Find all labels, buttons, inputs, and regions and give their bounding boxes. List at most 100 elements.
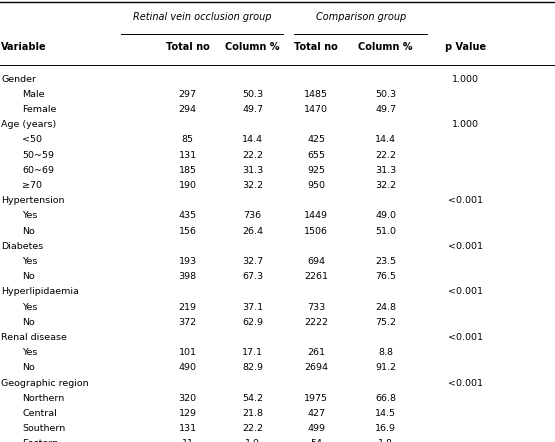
Text: Column %: Column %	[359, 42, 413, 52]
Text: 31.3: 31.3	[375, 166, 396, 175]
Text: 950: 950	[307, 181, 325, 190]
Text: 22.2: 22.2	[242, 424, 263, 433]
Text: <0.001: <0.001	[447, 287, 483, 296]
Text: 435: 435	[179, 211, 196, 220]
Text: Total no: Total no	[295, 42, 338, 52]
Text: 17.1: 17.1	[242, 348, 263, 357]
Text: 129: 129	[179, 409, 196, 418]
Text: 294: 294	[179, 105, 196, 114]
Text: 32.2: 32.2	[375, 181, 396, 190]
Text: 1.000: 1.000	[452, 120, 478, 129]
Text: 51.0: 51.0	[375, 226, 396, 236]
Text: Southern: Southern	[22, 424, 65, 433]
Text: 8.8: 8.8	[378, 348, 393, 357]
Text: Diabetes: Diabetes	[1, 242, 43, 251]
Text: Gender: Gender	[1, 75, 36, 84]
Text: 320: 320	[179, 394, 196, 403]
Text: No: No	[22, 272, 35, 281]
Text: 655: 655	[307, 150, 325, 160]
Text: <0.001: <0.001	[447, 378, 483, 388]
Text: 32.2: 32.2	[242, 181, 263, 190]
Text: No: No	[22, 363, 35, 372]
Text: Northern: Northern	[22, 394, 64, 403]
Text: 1485: 1485	[304, 90, 329, 99]
Text: Yes: Yes	[22, 302, 38, 312]
Text: Hypertension: Hypertension	[1, 196, 64, 205]
Text: ≥70: ≥70	[22, 181, 42, 190]
Text: 21.8: 21.8	[242, 409, 263, 418]
Text: 185: 185	[179, 166, 196, 175]
Text: 24.8: 24.8	[375, 302, 396, 312]
Text: 1975: 1975	[304, 394, 329, 403]
Text: 54: 54	[310, 439, 322, 442]
Text: 398: 398	[179, 272, 196, 281]
Text: 37.1: 37.1	[242, 302, 263, 312]
Text: 14.4: 14.4	[375, 135, 396, 144]
Text: <50: <50	[22, 135, 42, 144]
Text: Yes: Yes	[22, 211, 38, 220]
Text: 427: 427	[307, 409, 325, 418]
Text: Variable: Variable	[1, 42, 47, 52]
Text: 14.4: 14.4	[242, 135, 263, 144]
Text: Eastern: Eastern	[22, 439, 58, 442]
Text: 156: 156	[179, 226, 196, 236]
Text: 1.9: 1.9	[245, 439, 260, 442]
Text: 372: 372	[179, 318, 196, 327]
Text: 49.0: 49.0	[375, 211, 396, 220]
Text: Hyperlipidaemia: Hyperlipidaemia	[1, 287, 79, 296]
Text: 60~69: 60~69	[22, 166, 54, 175]
Text: 219: 219	[179, 302, 196, 312]
Text: 32.7: 32.7	[242, 257, 263, 266]
Text: Age (years): Age (years)	[1, 120, 57, 129]
Text: 14.5: 14.5	[375, 409, 396, 418]
Text: 66.8: 66.8	[375, 394, 396, 403]
Text: 49.7: 49.7	[242, 105, 263, 114]
Text: 131: 131	[179, 424, 196, 433]
Text: 23.5: 23.5	[375, 257, 396, 266]
Text: 62.9: 62.9	[242, 318, 263, 327]
Text: 50~59: 50~59	[22, 150, 54, 160]
Text: Column %: Column %	[225, 42, 280, 52]
Text: Female: Female	[22, 105, 57, 114]
Text: Yes: Yes	[22, 348, 38, 357]
Text: Retinal vein occlusion group: Retinal vein occlusion group	[133, 12, 271, 22]
Text: 190: 190	[179, 181, 196, 190]
Text: 490: 490	[179, 363, 196, 372]
Text: 733: 733	[307, 302, 325, 312]
Text: 425: 425	[307, 135, 325, 144]
Text: 50.3: 50.3	[242, 90, 263, 99]
Text: p Value: p Value	[445, 42, 486, 52]
Text: 297: 297	[179, 90, 196, 99]
Text: 67.3: 67.3	[242, 272, 263, 281]
Text: 22.2: 22.2	[242, 150, 263, 160]
Text: 22.2: 22.2	[375, 150, 396, 160]
Text: Renal disease: Renal disease	[1, 333, 67, 342]
Text: 131: 131	[179, 150, 196, 160]
Text: 75.2: 75.2	[375, 318, 396, 327]
Text: 49.7: 49.7	[375, 105, 396, 114]
Text: 736: 736	[244, 211, 261, 220]
Text: 694: 694	[307, 257, 325, 266]
Text: <0.001: <0.001	[447, 242, 483, 251]
Text: 499: 499	[307, 424, 325, 433]
Text: No: No	[22, 318, 35, 327]
Text: No: No	[22, 226, 35, 236]
Text: 101: 101	[179, 348, 196, 357]
Text: 193: 193	[179, 257, 196, 266]
Text: 1506: 1506	[304, 226, 329, 236]
Text: Male: Male	[22, 90, 45, 99]
Text: 82.9: 82.9	[242, 363, 263, 372]
Text: Yes: Yes	[22, 257, 38, 266]
Text: 1449: 1449	[304, 211, 329, 220]
Text: 2694: 2694	[304, 363, 329, 372]
Text: Total no: Total no	[166, 42, 209, 52]
Text: 2261: 2261	[304, 272, 329, 281]
Text: <0.001: <0.001	[447, 333, 483, 342]
Text: Comparison group: Comparison group	[316, 12, 406, 22]
Text: 85: 85	[181, 135, 194, 144]
Text: 26.4: 26.4	[242, 226, 263, 236]
Text: 76.5: 76.5	[375, 272, 396, 281]
Text: 91.2: 91.2	[375, 363, 396, 372]
Text: <0.001: <0.001	[447, 196, 483, 205]
Text: 16.9: 16.9	[375, 424, 396, 433]
